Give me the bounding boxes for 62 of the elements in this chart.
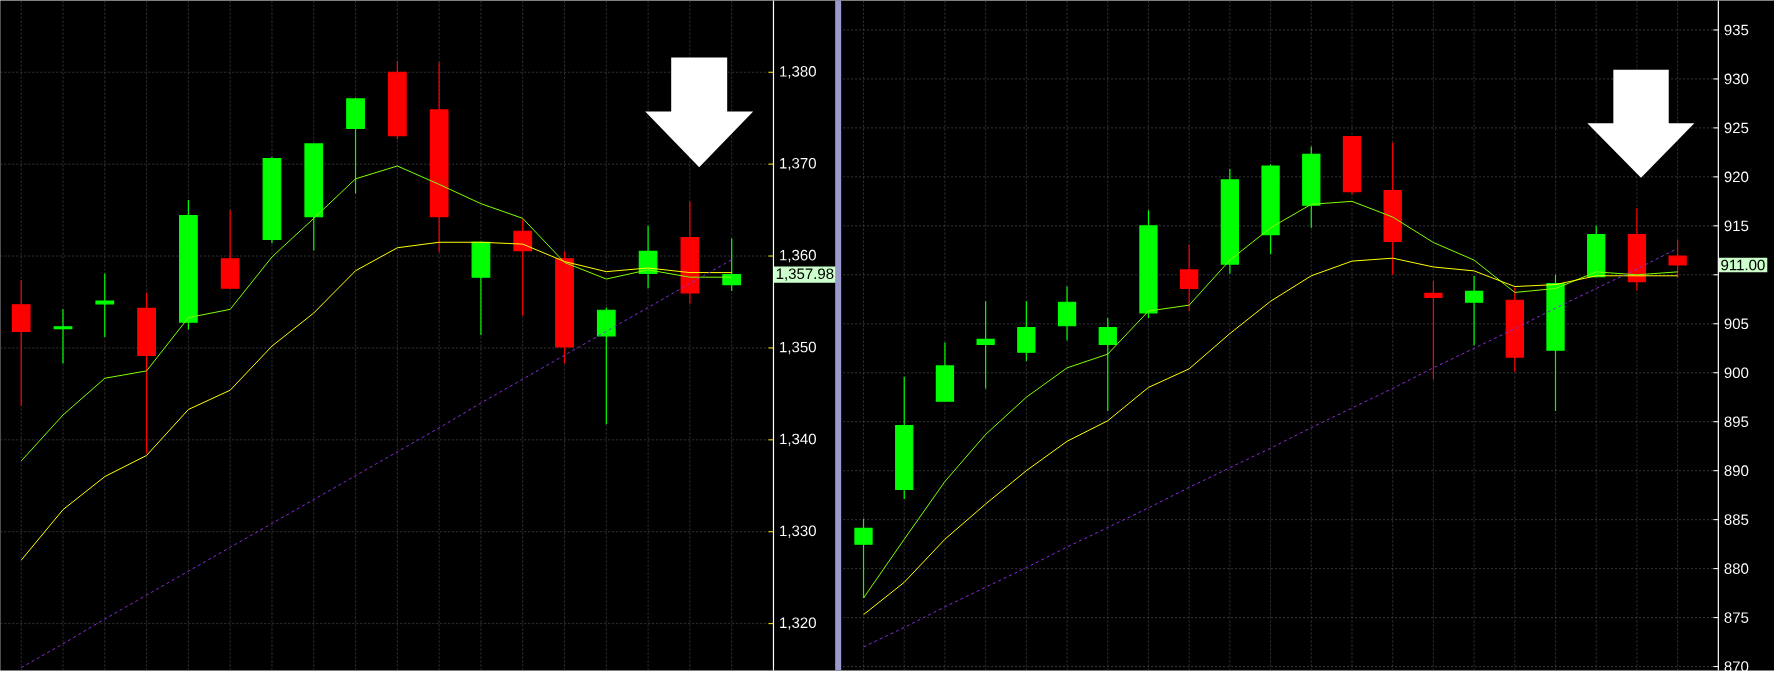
y-tick-label: 915 xyxy=(1724,220,1749,231)
candlestick xyxy=(976,300,995,389)
y-tick-label: 920 xyxy=(1724,171,1749,182)
candlestick xyxy=(53,308,73,364)
candlestick xyxy=(1627,207,1647,291)
line-series xyxy=(20,165,733,462)
candlestick xyxy=(1220,168,1240,275)
candlestick xyxy=(387,60,407,140)
candlestick xyxy=(596,306,616,425)
candlestick xyxy=(935,341,955,402)
candlestick xyxy=(854,517,873,599)
y-tick-label: 925 xyxy=(1724,122,1749,134)
candlestick xyxy=(471,241,491,336)
y-tick-label: 1,320 xyxy=(780,617,816,630)
candlestick xyxy=(1383,141,1402,276)
candlestick xyxy=(220,209,240,289)
candlestick xyxy=(1587,225,1606,278)
candlestick xyxy=(1342,135,1362,195)
y-tick-label: 890 xyxy=(1724,465,1749,476)
candlestick xyxy=(429,61,449,253)
candlestick xyxy=(1139,209,1158,319)
y-tick-label: 1,340 xyxy=(780,433,816,446)
candlestick xyxy=(1017,300,1036,362)
candlestick xyxy=(179,199,198,330)
candlestick xyxy=(1057,285,1077,341)
y-tick-label: 895 xyxy=(1724,416,1749,427)
candlestick xyxy=(304,143,324,251)
candlestick xyxy=(555,250,574,364)
y-tick-label: 1,330 xyxy=(780,525,816,538)
candlestick xyxy=(680,201,700,305)
y-tick-label: 935 xyxy=(1724,24,1749,36)
candlestick xyxy=(11,279,31,407)
candlestick xyxy=(1261,163,1280,255)
candlestick xyxy=(95,272,115,338)
y-tick-label: 1,380 xyxy=(780,65,816,79)
y-tick-label: 1,360 xyxy=(780,249,816,263)
candlestick xyxy=(262,156,282,244)
candlestick xyxy=(1098,317,1117,412)
line-series xyxy=(863,200,1679,599)
y-tick-label: 1,370 xyxy=(780,157,816,171)
y-tick-label: 905 xyxy=(1724,318,1749,329)
candlestick xyxy=(722,237,742,292)
candlestick xyxy=(137,292,156,455)
candlestick xyxy=(1668,238,1687,279)
candlestick xyxy=(1424,279,1443,381)
candlestick xyxy=(1546,274,1565,412)
candlestick xyxy=(895,375,914,500)
candlestick xyxy=(1505,286,1524,373)
text: 911.00 xyxy=(1721,259,1765,271)
y-tick-label: 900 xyxy=(1724,367,1749,378)
y-tick-label: 880 xyxy=(1724,563,1749,574)
candlestick xyxy=(1180,243,1199,312)
y-tick-label: 930 xyxy=(1724,73,1749,85)
candlestick xyxy=(346,97,365,194)
candlestick xyxy=(1464,275,1484,346)
line-series xyxy=(20,241,733,561)
y-tick-label: 885 xyxy=(1724,514,1749,525)
y-tick-label: 1,350 xyxy=(780,341,816,354)
text: 1,357.98 xyxy=(776,268,834,281)
y-tick-label: 875 xyxy=(1724,612,1749,623)
candlestick xyxy=(513,218,533,317)
candlestick xyxy=(1302,145,1321,229)
